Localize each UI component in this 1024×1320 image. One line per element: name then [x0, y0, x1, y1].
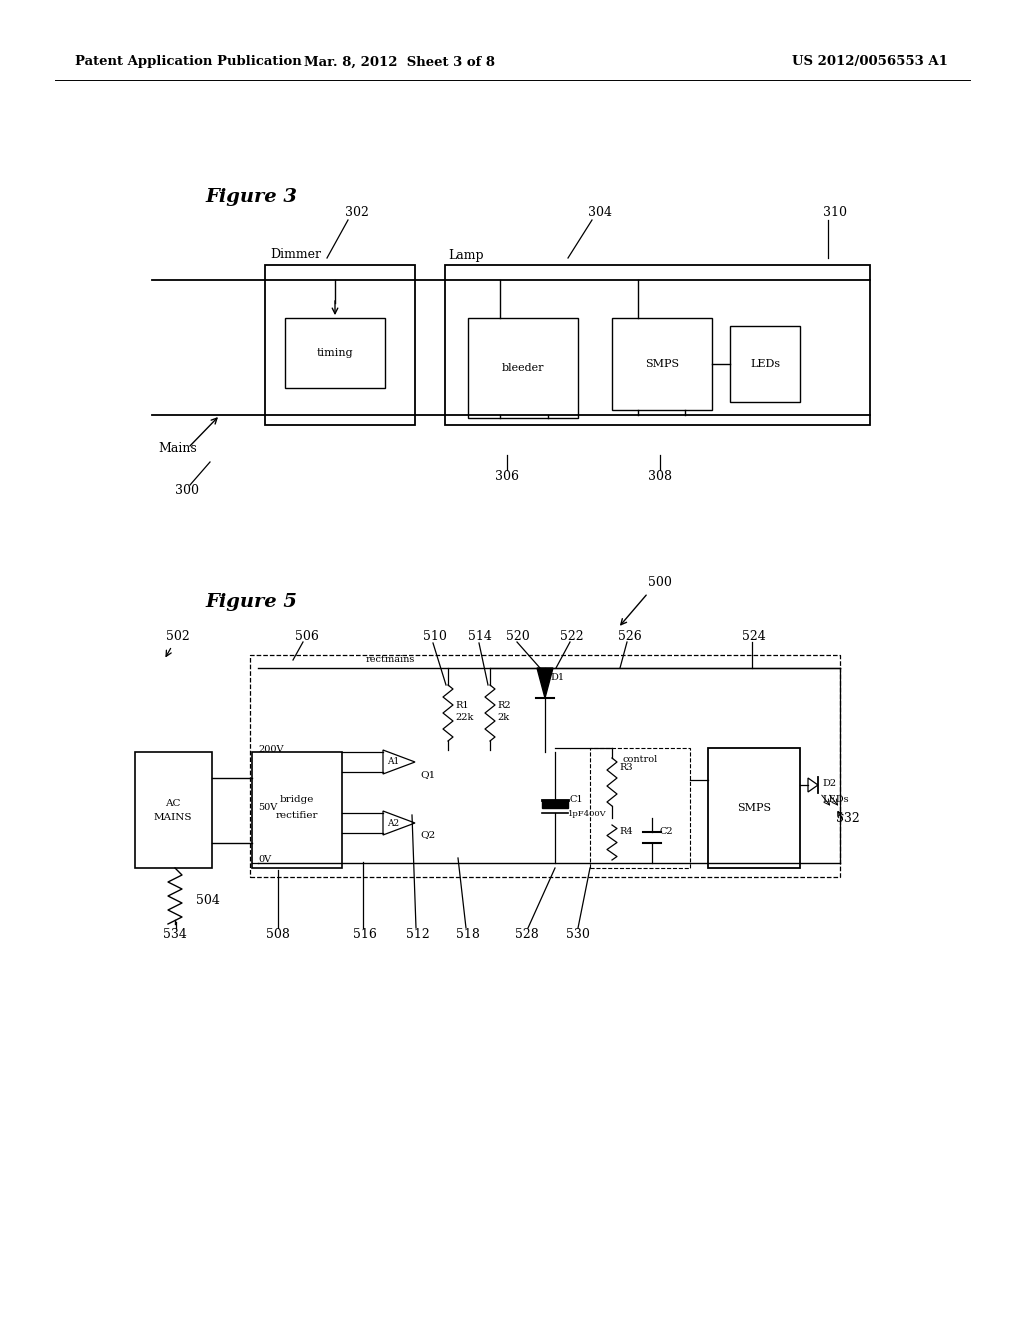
Bar [135, 752, 212, 869]
Text: 0V: 0V [258, 855, 271, 865]
Bar [250, 655, 840, 876]
Bar [265, 265, 415, 425]
Text: 518: 518 [456, 928, 480, 941]
Text: 200V: 200V [258, 746, 284, 755]
Text: R4: R4 [618, 828, 633, 837]
Text: 508: 508 [266, 928, 290, 941]
Text: 526: 526 [618, 630, 642, 643]
Bar [730, 326, 800, 403]
Text: 514: 514 [468, 630, 492, 643]
Text: R2: R2 [497, 701, 511, 710]
Bar [590, 748, 690, 869]
Bar [708, 748, 800, 869]
Text: 1pF400V: 1pF400V [568, 810, 606, 818]
Text: 520: 520 [506, 630, 529, 643]
Text: Q1: Q1 [420, 771, 435, 780]
Text: 512: 512 [407, 928, 430, 941]
Text: rectmains: rectmains [366, 656, 415, 664]
Text: 502: 502 [166, 630, 189, 643]
Text: R3: R3 [618, 763, 633, 772]
Text: timing: timing [316, 348, 353, 358]
Bar [612, 318, 712, 411]
Bar [468, 318, 578, 418]
Text: LEDs: LEDs [822, 796, 849, 804]
Bar [252, 752, 342, 869]
Text: 532: 532 [837, 812, 860, 825]
Text: C2: C2 [660, 828, 674, 837]
Text: MAINS: MAINS [154, 813, 193, 822]
Text: 504: 504 [196, 894, 220, 907]
Text: rectifier: rectifier [275, 810, 318, 820]
Text: A1: A1 [387, 758, 399, 767]
Text: A2: A2 [387, 818, 399, 828]
Text: SMPS: SMPS [645, 359, 679, 370]
Text: 308: 308 [648, 470, 672, 483]
Text: Dimmer: Dimmer [270, 248, 321, 261]
Text: 302: 302 [345, 206, 369, 219]
Text: bridge: bridge [280, 796, 314, 804]
Text: Mains: Mains [158, 441, 197, 454]
Text: 310: 310 [823, 206, 847, 219]
Bar [445, 265, 870, 425]
Text: 304: 304 [588, 206, 612, 219]
Polygon shape [537, 668, 553, 698]
Text: 500: 500 [648, 577, 672, 590]
Text: 300: 300 [175, 483, 199, 496]
Text: Figure 5: Figure 5 [205, 593, 297, 611]
Text: 522: 522 [560, 630, 584, 643]
Text: Figure 3: Figure 3 [205, 187, 297, 206]
Text: R1: R1 [455, 701, 469, 710]
Text: 510: 510 [423, 630, 446, 643]
Text: 50V: 50V [258, 804, 278, 813]
Text: C1: C1 [570, 796, 584, 804]
Text: Mar. 8, 2012  Sheet 3 of 8: Mar. 8, 2012 Sheet 3 of 8 [304, 55, 496, 69]
Text: control: control [623, 755, 657, 764]
Bar [542, 800, 568, 808]
Text: D1: D1 [550, 673, 564, 682]
Text: 2k: 2k [497, 714, 509, 722]
Text: 506: 506 [295, 630, 318, 643]
Text: US 2012/0056553 A1: US 2012/0056553 A1 [792, 55, 948, 69]
Text: Q2: Q2 [420, 830, 435, 840]
Text: D2: D2 [822, 779, 837, 788]
Text: 516: 516 [353, 928, 377, 941]
Text: SMPS: SMPS [737, 803, 771, 813]
Text: Patent Application Publication: Patent Application Publication [75, 55, 302, 69]
Text: LEDs: LEDs [750, 359, 780, 370]
Text: Lamp: Lamp [449, 248, 483, 261]
Text: 534: 534 [163, 928, 187, 941]
Text: 22k: 22k [455, 714, 473, 722]
Text: 530: 530 [566, 928, 590, 941]
Bar [285, 318, 385, 388]
Text: 528: 528 [515, 928, 539, 941]
Text: 524: 524 [742, 630, 766, 643]
Text: bleeder: bleeder [502, 363, 544, 374]
Text: AC: AC [165, 799, 181, 808]
Text: 306: 306 [495, 470, 519, 483]
